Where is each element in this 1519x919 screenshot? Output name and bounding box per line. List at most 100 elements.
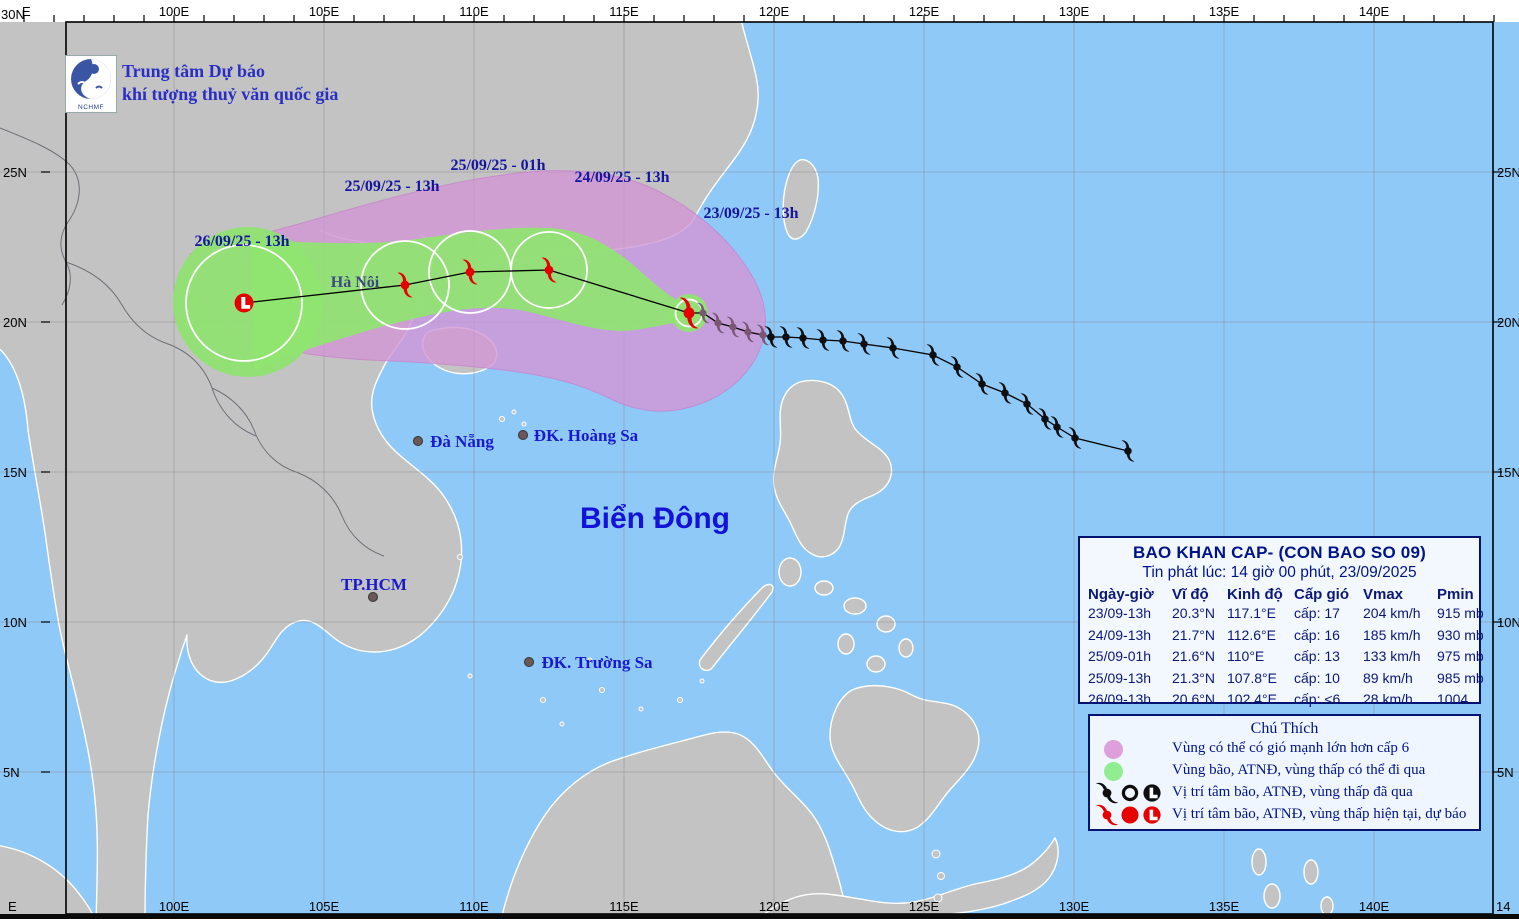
- storm-data-cell: 975 mb: [1437, 648, 1484, 664]
- city-label-hanoi: Hà Nội: [331, 274, 380, 291]
- storm-data-row: 24/09-13h 21.7°N 112.6°E cấp: 16 185 km/h 930…: [1080, 625, 1484, 647]
- legend-label: Vùng bão, ATNĐ, vùng thấp có thể đi qua: [1172, 762, 1426, 778]
- lat-label-left: 25N: [3, 165, 27, 180]
- bulletin-issued-time: Tin phát lúc: 14 giờ 00 phút, 23/09/2025: [1142, 564, 1417, 581]
- land-island-chain-1: [1251, 848, 1267, 876]
- city-dot: [413, 436, 423, 446]
- city-dot: [518, 430, 528, 440]
- land-island-chain-2: [1263, 883, 1281, 909]
- lon-label-bottom: 140E: [1359, 899, 1390, 914]
- past-position-icons: [1096, 782, 1161, 804]
- storm-data-cell: 117.1°E: [1227, 605, 1276, 621]
- small-islands: [457, 409, 945, 903]
- land-mindoro: [778, 557, 802, 587]
- table-body: 23/09-13h 20.3°N 117.1°E cấp: 17 204 km/h 915…: [1080, 603, 1484, 732]
- bottom-bar: [0, 914, 1519, 919]
- storm-data-cell: 24/09-13h: [1088, 626, 1152, 643]
- nchmf-logo: NCHMF: [65, 55, 117, 113]
- table-header: Ngày-giờ Vĩ độ Kinh độ Cấp gió Vmax Pmin: [1080, 586, 1479, 603]
- legend-item-current-forecast-positions: Vị trí tâm bão, ATNĐ, vùng thấp hiện tại…: [1090, 804, 1479, 826]
- clipped-axis-label: E: [22, 4, 31, 19]
- top-margin: [0, 0, 1519, 22]
- lat-label-right: 15N: [1497, 465, 1519, 480]
- legend-title: Chú Thích: [1250, 720, 1319, 737]
- lat-label-left: 15N: [3, 465, 27, 480]
- land-island-chain-3: [1303, 859, 1319, 885]
- lat-label-left: 5N: [3, 765, 20, 780]
- storm-data-cell: 107.8°E: [1227, 669, 1277, 686]
- col-vmax: Vmax: [1363, 586, 1404, 603]
- land-mindanao: [829, 684, 980, 833]
- lon-label-bottom: 105E: [309, 899, 340, 914]
- land-visayas-5: [866, 655, 886, 673]
- land-sumatra-corner: [0, 845, 96, 919]
- storm-data-cell: 25/09-01h: [1088, 648, 1152, 664]
- lon-label-top: 130E: [1059, 4, 1090, 19]
- lon-label-bottom: 135E: [1209, 899, 1240, 914]
- lon-label-bottom: 100E: [159, 899, 190, 914]
- storm-data-cell: 21.7°N: [1172, 626, 1215, 643]
- land-visayas-2: [843, 597, 867, 615]
- city-dot: [368, 592, 378, 602]
- col-pmin: Pmin: [1437, 586, 1474, 603]
- lon-label-top: 105E: [309, 4, 340, 19]
- lon-label-top: 140E: [1359, 4, 1390, 19]
- storm-data-cell: 185 km/h: [1363, 626, 1421, 643]
- agency-name-line1: Trung tâm Dự báo: [122, 61, 265, 81]
- lon-label-bottom: 130E: [1059, 899, 1090, 914]
- legend-label: Vị trí tâm bão, ATNĐ, vùng thấp hiện tại…: [1172, 806, 1467, 822]
- lon-label-bottom: 125E: [909, 899, 940, 914]
- lon-label-bottom: 110E: [459, 899, 489, 914]
- storm-data-cell: cấp: <6: [1294, 691, 1341, 707]
- track-date-label: 25/09/25 - 13h: [344, 178, 439, 195]
- land-borneo: [500, 731, 849, 919]
- storm-data-cell: 102.4°E: [1227, 691, 1277, 707]
- lat-label-left: 20N: [3, 315, 27, 330]
- logo-text: NCHMF: [78, 104, 104, 111]
- land-taiwan: [782, 159, 820, 240]
- land-visayas-1: [814, 580, 834, 596]
- city-dot: [524, 657, 534, 667]
- storm-data-cell: 204 km/h: [1363, 605, 1421, 621]
- nchmf-emblem-icon: [71, 59, 111, 99]
- storm-data-cell: 21.6°N: [1172, 648, 1215, 664]
- past-track-line: [689, 312, 1129, 452]
- clipped-axis-label: 14: [1496, 899, 1510, 914]
- storm-data-cell: 26/09-13h: [1088, 691, 1152, 707]
- storm-data-cell: 89 km/h: [1363, 669, 1413, 686]
- legend-box: Chú Thích Vùng có thể có gió mạnh lớn hơ…: [1088, 714, 1481, 831]
- storm-data-cell: 21.3°N: [1172, 669, 1215, 686]
- lat-label-right: 20N: [1497, 315, 1519, 330]
- clipped-axis-label: 30N: [1, 7, 25, 22]
- land-sulawesi-arm: [761, 837, 1059, 918]
- legend-item-passage-zone: Vùng bão, ATNĐ, vùng thấp có thể đi qua: [1090, 760, 1479, 782]
- storm-data-cell: 112.6°E: [1227, 626, 1276, 643]
- place-label: Đà Nẵng: [430, 432, 494, 451]
- place-label: TP.HCM: [341, 575, 407, 594]
- place-label: ĐK. Hoàng Sa: [534, 426, 639, 445]
- axis-labels: 100E 100E 105E 105E 110E 110E 115E 115E 120E 120E…: [1, 4, 1519, 914]
- storm-info-box: BAO KHAN CAP- (CON BAO SO 09) Tin phát l…: [1078, 536, 1484, 729]
- col-datetime: Ngày-giờ: [1088, 586, 1154, 603]
- legend-label: Vùng có thể có gió mạnh lớn hơn cấp 6: [1172, 740, 1410, 756]
- storm-data-cell: 23/09-13h: [1088, 605, 1152, 621]
- storm-data-cell: cấp: 17: [1294, 605, 1340, 621]
- storm-data-cell: 28 km/h: [1363, 691, 1413, 707]
- lon-label-top: 100E: [159, 4, 190, 19]
- col-wind-level: Cấp gió: [1294, 586, 1349, 603]
- storm-data-cell: cấp: 10: [1294, 669, 1340, 686]
- lat-label-right: 10N: [1497, 615, 1519, 630]
- storm-data-cell: 985 mb: [1437, 669, 1484, 686]
- green-zone-icon: [1104, 762, 1123, 781]
- purple-zone-icon: [1104, 740, 1123, 759]
- storm-data-cell: 133 km/h: [1363, 648, 1421, 664]
- storm-data-cell: 915 mb: [1437, 605, 1484, 621]
- storm-data-cell: 20.6°N: [1172, 691, 1215, 707]
- col-latitude: Vĩ độ: [1172, 586, 1209, 603]
- storm-data-row: 25/09-13h 21.3°N 107.8°E cấp: 10 89 km/h 985 …: [1080, 668, 1484, 690]
- storm-data-cell: 20.3°N: [1172, 605, 1215, 621]
- col-longitude: Kinh độ: [1227, 586, 1283, 603]
- lon-label-bottom: 120E: [759, 899, 790, 914]
- storm-data-cell: 25/09-13h: [1088, 669, 1152, 686]
